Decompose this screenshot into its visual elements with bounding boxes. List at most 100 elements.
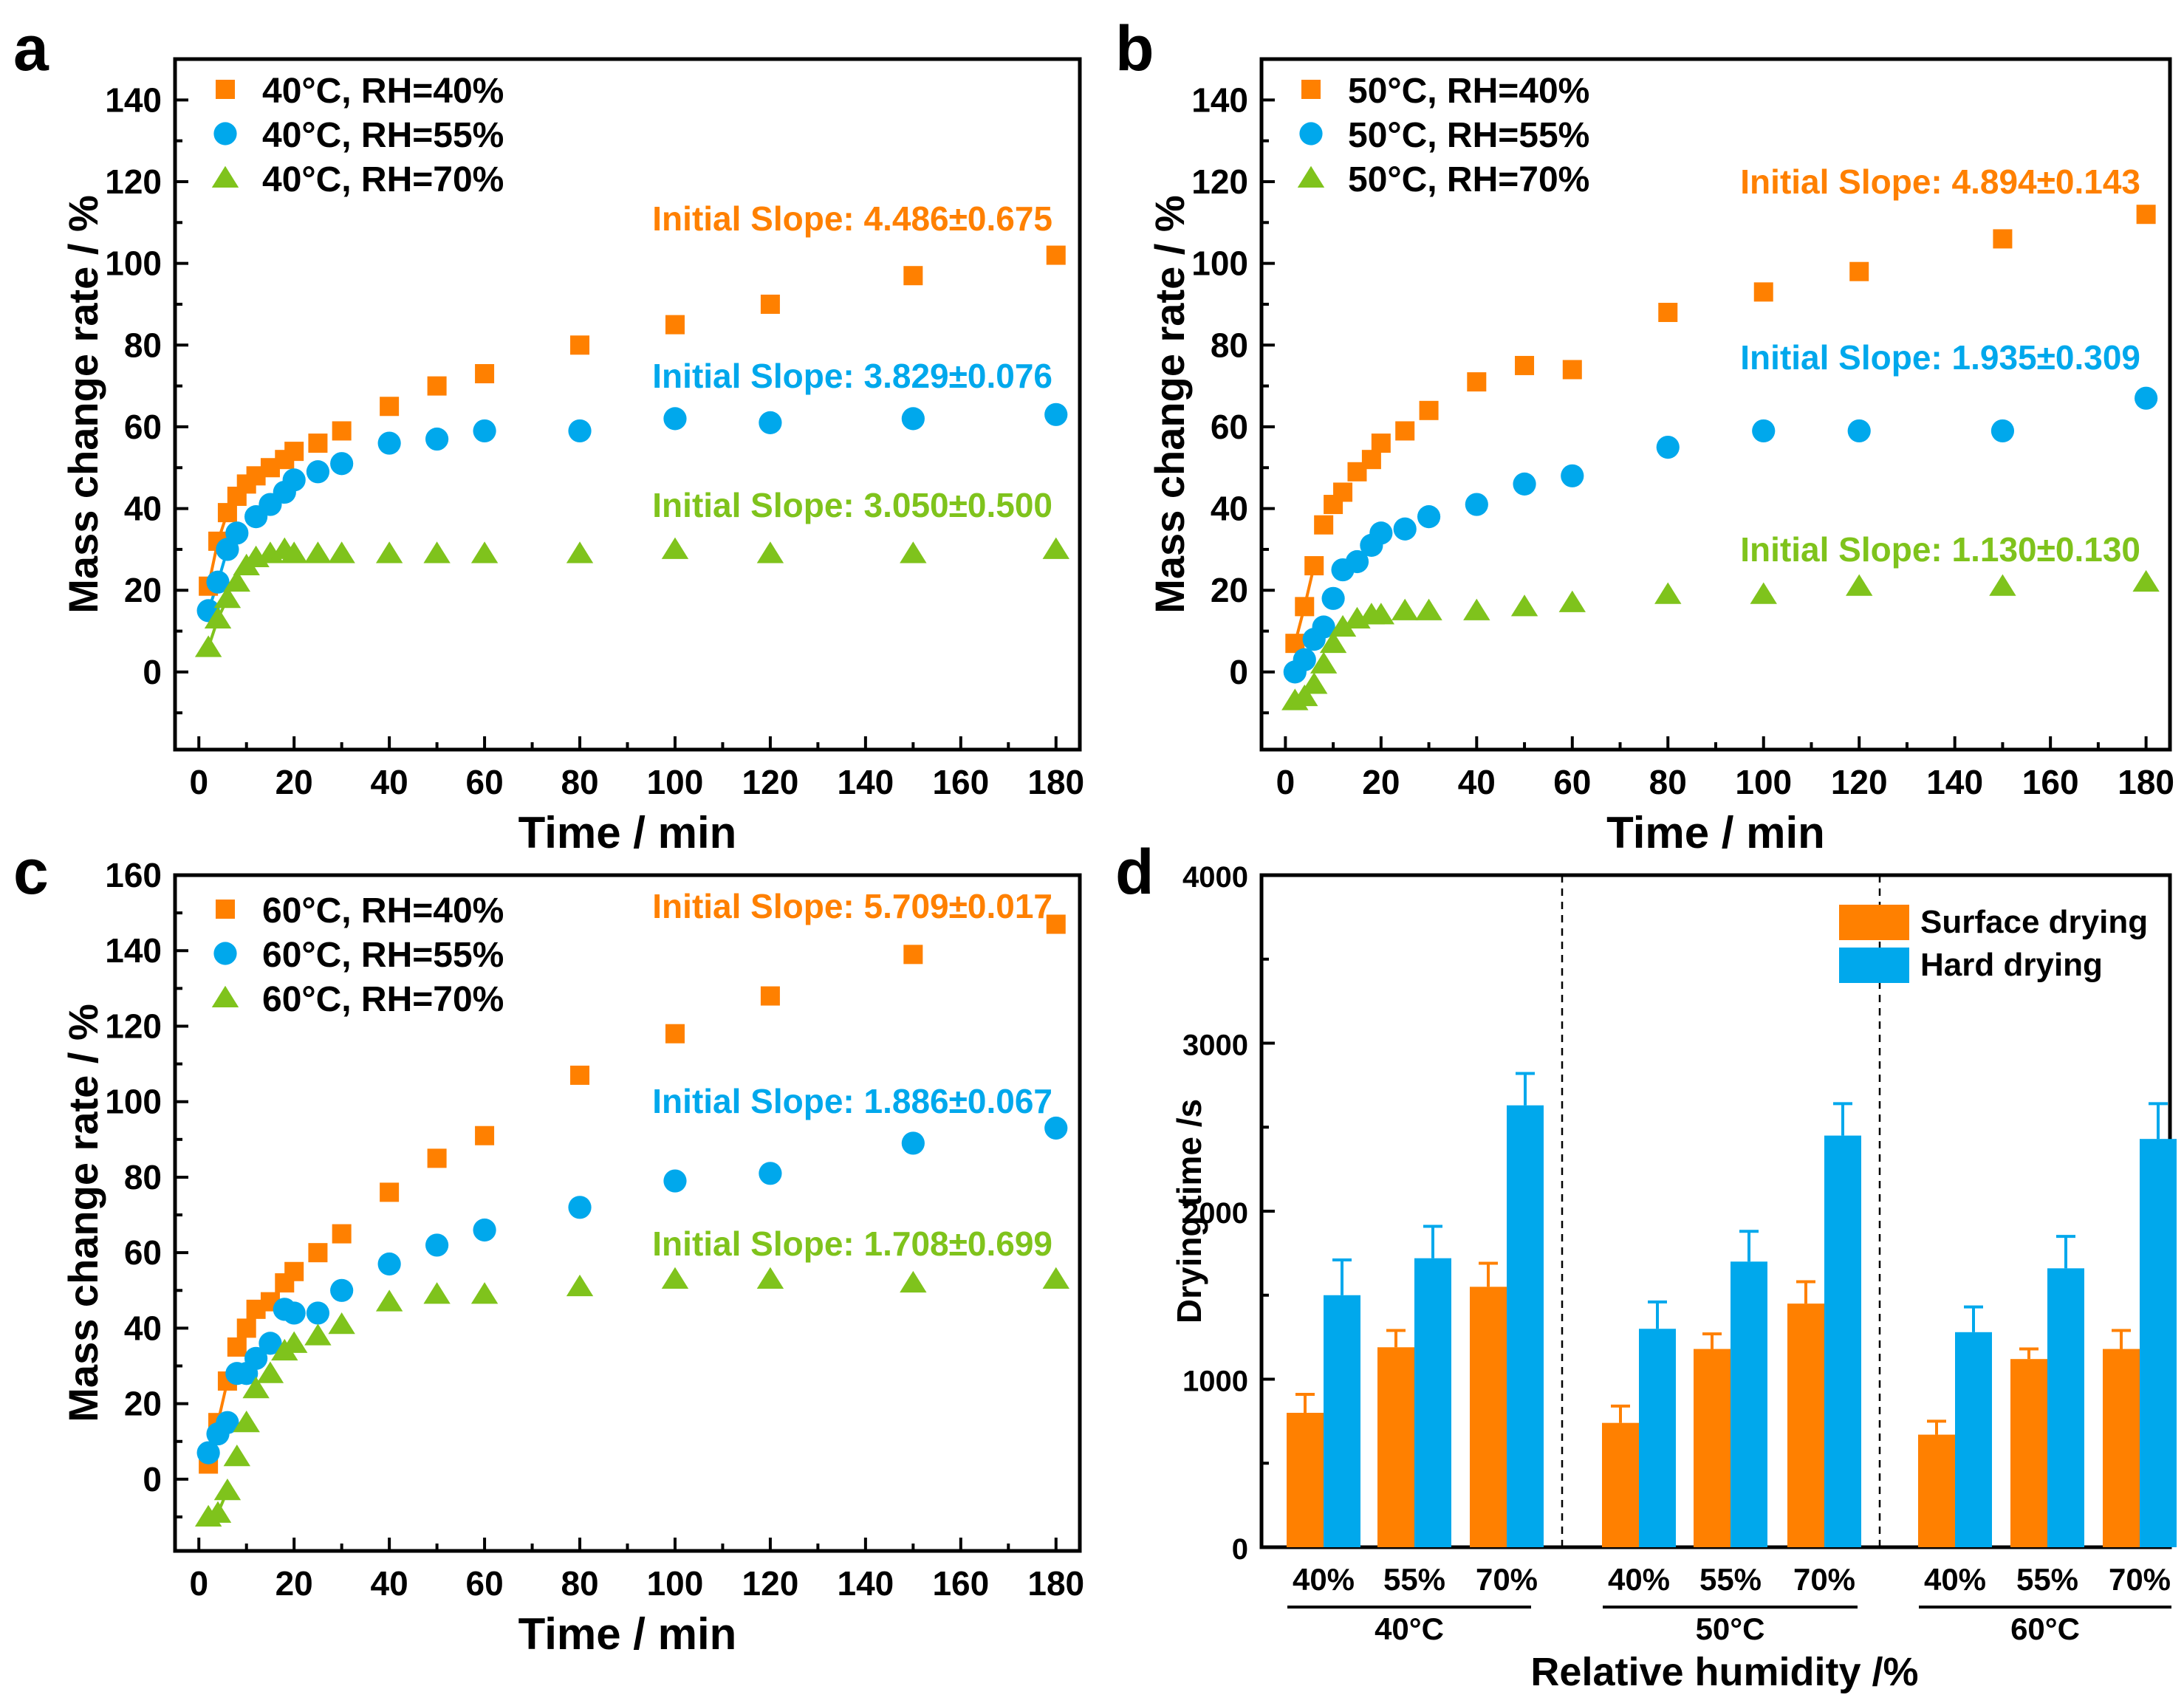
x-tick-label: 60 xyxy=(1553,763,1591,801)
y-tick-label: 40 xyxy=(124,1309,162,1347)
data-point xyxy=(663,407,687,431)
y-tick-label: 4000 xyxy=(1182,861,1248,894)
panel-b: b 0 20 40 60 80 100 120 140 160 180 0 20 40 60 80 100 120… xyxy=(1115,13,2174,857)
x-tick-label: 180 xyxy=(1027,763,1084,801)
data-point xyxy=(377,431,401,455)
legend-marker xyxy=(1297,165,1325,188)
data-point xyxy=(256,1361,284,1383)
data-point xyxy=(1562,360,1582,380)
x-tick-label: 100 xyxy=(1735,763,1792,801)
y-tick-label: 0 xyxy=(1229,653,1248,691)
data-point xyxy=(1295,597,1315,617)
y-tick-label: 120 xyxy=(105,1007,162,1045)
annotation-slope: Initial Slope: 4.486±0.675 xyxy=(652,199,1052,238)
x-tick-label: 20 xyxy=(1362,763,1400,801)
data-point xyxy=(756,1267,784,1289)
data-point xyxy=(760,294,780,314)
y-tick-label: 140 xyxy=(105,931,162,970)
data-point xyxy=(1513,472,1536,496)
data-point xyxy=(1044,402,1068,426)
bar xyxy=(2140,1139,2177,1547)
x-tick-label: 120 xyxy=(742,763,799,801)
bar xyxy=(1694,1349,1731,1547)
y-tick-label: 20 xyxy=(1211,571,1248,609)
x-tick-label: 120 xyxy=(1831,763,1888,801)
data-point xyxy=(568,419,592,443)
legend-swatch xyxy=(1839,905,1909,940)
bar xyxy=(1824,1135,1861,1547)
data-point xyxy=(244,1346,268,1370)
data-point xyxy=(1391,598,1419,620)
data-point xyxy=(225,521,249,545)
data-point xyxy=(1312,615,1335,639)
data-point xyxy=(475,364,495,384)
panel-letter: c xyxy=(13,837,49,908)
y-tick-label: 20 xyxy=(124,571,162,609)
data-point xyxy=(284,1261,304,1281)
data-point xyxy=(1463,598,1490,620)
data-point xyxy=(1321,586,1345,610)
bar xyxy=(1731,1261,1767,1547)
data-point xyxy=(759,411,782,434)
x-tick-label: 40 xyxy=(371,763,408,801)
group-label: 40°C xyxy=(1375,1611,1444,1646)
bar xyxy=(2103,1349,2140,1547)
y-tick-label: 40 xyxy=(1211,490,1248,528)
data-point xyxy=(1314,515,1334,535)
x-axis-label: Time / min xyxy=(518,1609,737,1659)
data-point xyxy=(194,635,222,657)
x-tick-label: 80 xyxy=(1649,763,1687,801)
data-point xyxy=(903,266,923,286)
data-point xyxy=(425,1233,449,1257)
x-tick-label: 80 xyxy=(561,763,598,801)
x-tick-label: 0 xyxy=(189,1564,208,1603)
bar xyxy=(1639,1329,1676,1547)
annotation-slope: Initial Slope: 1.708±0.699 xyxy=(652,1224,1052,1263)
data-point xyxy=(663,1169,687,1193)
plot-frame xyxy=(173,873,1082,1553)
annotation-slope: Initial Slope: 1.130±0.130 xyxy=(1740,530,2140,569)
data-point xyxy=(2135,386,2158,410)
data-point xyxy=(1395,421,1415,441)
data-point xyxy=(227,1337,247,1357)
data-point xyxy=(900,541,927,563)
data-point xyxy=(206,570,230,594)
bar xyxy=(1470,1287,1507,1547)
group-label: 50°C xyxy=(1696,1611,1765,1646)
data-point xyxy=(1750,582,1777,604)
x-tick-label: 120 xyxy=(742,1564,799,1603)
data-point xyxy=(1301,672,1328,694)
data-point xyxy=(1044,1116,1068,1140)
data-point xyxy=(1753,282,1773,302)
bar xyxy=(1955,1332,1992,1547)
x-tick-label: 55% xyxy=(2016,1562,2078,1597)
y-tick-label: 80 xyxy=(124,1158,162,1196)
data-point xyxy=(284,442,304,462)
data-point xyxy=(568,1196,592,1219)
data-point xyxy=(332,1224,352,1244)
data-point xyxy=(1467,372,1487,392)
y-tick-label: 100 xyxy=(1191,244,1248,283)
data-point xyxy=(204,606,232,628)
panel-letter: d xyxy=(1115,837,1154,908)
x-axis-label: Time / min xyxy=(1606,808,1825,857)
legend-marker xyxy=(1299,122,1323,145)
legend-label: 40°C, RH=55% xyxy=(262,116,504,155)
bar xyxy=(1324,1295,1360,1547)
x-tick-label: 55% xyxy=(1383,1562,1445,1597)
data-point xyxy=(380,1182,400,1202)
data-point xyxy=(1993,229,2013,249)
y-tick-label: 160 xyxy=(105,856,162,894)
y-tick-label: 1000 xyxy=(1182,1366,1248,1398)
x-axis-label: Relative humidity /% xyxy=(1530,1650,1918,1694)
x-tick-label: 20 xyxy=(275,1564,313,1603)
data-point xyxy=(1304,556,1324,576)
bar xyxy=(1377,1347,1414,1547)
y-axis-label: Mass change rate / % xyxy=(60,195,106,613)
data-point xyxy=(425,427,449,451)
data-point xyxy=(1361,450,1381,470)
y-tick-label: 2000 xyxy=(1182,1197,1248,1230)
x-tick-label: 100 xyxy=(647,1564,704,1603)
y-axis-label: Mass change rate / % xyxy=(60,1004,106,1422)
data-point xyxy=(242,1376,270,1399)
